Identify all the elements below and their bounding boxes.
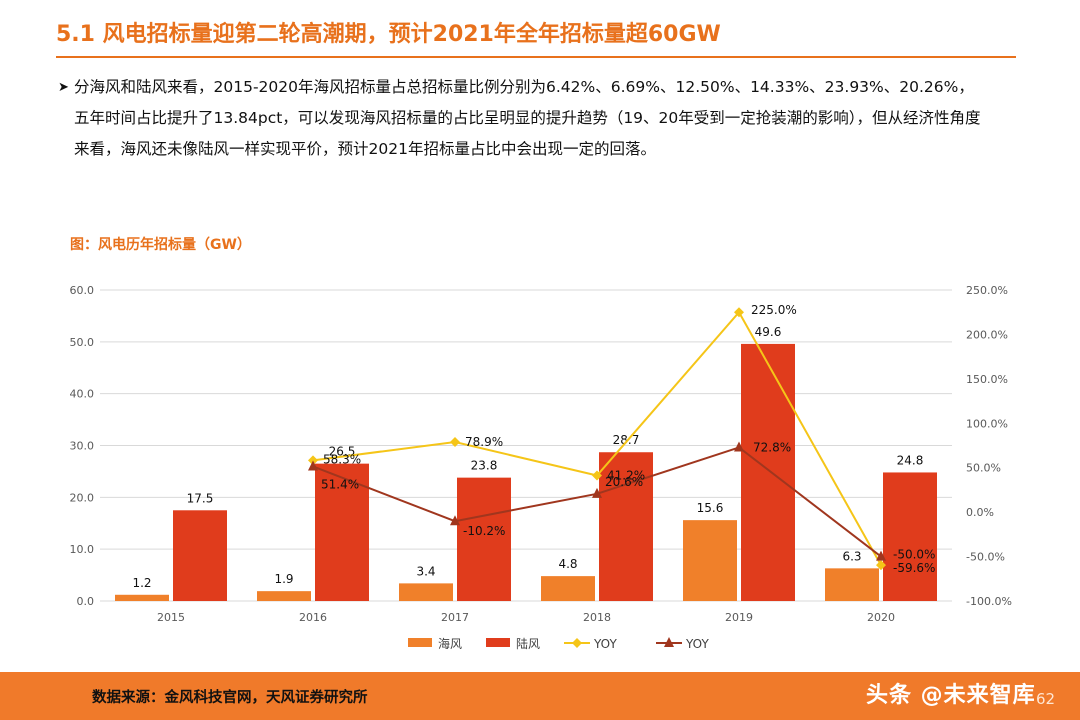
y-left-tick-label: 50.0 xyxy=(70,336,95,349)
legend-marker xyxy=(664,637,674,647)
yoy-data-label: -59.6% xyxy=(893,561,935,575)
y-right-tick-label: 0.0% xyxy=(966,506,994,519)
yoy-marker-triangle xyxy=(308,460,318,471)
y-right-tick-label: -50.0% xyxy=(966,551,1005,564)
y-right-tick-label: 250.0% xyxy=(966,284,1008,297)
bar-data-label: 15.6 xyxy=(697,501,724,515)
yoy-marker-diamond xyxy=(450,437,460,448)
bullet-paragraph: ➤ 分海风和陆风来看，2015-2020年海风招标量占总招标量比例分别为6.42… xyxy=(58,72,988,165)
yoy-marker-diamond xyxy=(308,455,318,466)
figure-caption: 图：风电历年招标量（GW） xyxy=(70,237,251,253)
legend-label: YOY xyxy=(593,637,617,651)
yoy-marker-diamond xyxy=(734,307,744,318)
y-right-tick-label: -100.0% xyxy=(966,595,1012,608)
bar-data-label: 1.9 xyxy=(274,572,293,586)
watermark: 头条 @未来智库 xyxy=(866,683,1036,708)
bullet-text: 分海风和陆风来看，2015-2020年海风招标量占总招标量比例分别为6.42%、… xyxy=(74,78,981,158)
bar-offshore xyxy=(825,568,879,601)
bar-onshore xyxy=(883,472,937,601)
bar-onshore xyxy=(599,452,653,601)
bar-offshore xyxy=(541,576,595,601)
legend-label: 陆风 xyxy=(516,636,540,651)
bar-data-label: 28.7 xyxy=(613,433,640,447)
bar-data-label: 3.4 xyxy=(416,564,435,578)
page-number: 62 xyxy=(1036,690,1056,708)
yoy-marker-triangle xyxy=(876,550,886,561)
legend-swatch xyxy=(408,638,432,647)
wind-tender-chart: 0.0 10.0 20.0 30.0 40.0 50.0 60.0 -100.0% -50.0%… xyxy=(70,284,1012,651)
bar-onshore xyxy=(173,510,227,601)
x-tick-label: 2015 xyxy=(157,611,185,624)
bar-data-label: 17.5 xyxy=(187,491,214,505)
yoy-data-label: 58.3% xyxy=(323,452,361,466)
yoy-data-label: 51.4% xyxy=(321,477,359,491)
x-tick-label: 2017 xyxy=(441,611,469,624)
bar-offshore xyxy=(399,583,453,601)
legend-label: YOY xyxy=(685,637,709,651)
yoy-data-label: 20.6% xyxy=(605,475,643,489)
y-left-tick-label: 20.0 xyxy=(70,491,95,504)
yoy-marker-diamond xyxy=(876,560,886,571)
bar-onshore xyxy=(315,463,369,601)
y-right-tick-label: 200.0% xyxy=(966,328,1008,341)
yoy-marker-diamond xyxy=(592,470,602,481)
legend-swatch xyxy=(486,638,510,647)
y-right-tick-label: 50.0% xyxy=(966,462,1001,475)
footer-bar: 数据来源：金风科技官网，天风证券研究所 头条 @未来智库 62 xyxy=(0,672,1080,720)
bar-onshore xyxy=(741,343,795,601)
page-title: 5.1 风电招标量迎第二轮高潮期，预计2021年全年招标量超60GW xyxy=(56,22,721,47)
bar-data-label: 6.3 xyxy=(842,549,861,563)
yoy-data-label: 225.0% xyxy=(751,303,797,317)
bar-data-label: 4.8 xyxy=(558,557,577,571)
title-divider xyxy=(56,56,1016,58)
bar-data-label: 1.2 xyxy=(132,576,151,590)
bar-data-label: 23.8 xyxy=(471,459,498,473)
bar-onshore xyxy=(457,477,511,601)
yoy-data-label: -50.0% xyxy=(893,548,935,562)
y-left-tick-label: 0.0 xyxy=(77,595,95,608)
yoy-line-2 xyxy=(312,446,882,558)
legend-marker xyxy=(572,638,582,648)
x-tick-label: 2019 xyxy=(725,611,753,624)
bar-data-label: 24.8 xyxy=(897,453,924,467)
legend-label: 海风 xyxy=(438,636,462,651)
y-left-tick-label: 30.0 xyxy=(70,440,95,453)
yoy-marker-triangle xyxy=(450,515,460,526)
yoy-line-1 xyxy=(312,310,882,566)
y-left-tick-label: 60.0 xyxy=(70,284,95,297)
yoy-marker-triangle xyxy=(592,487,602,498)
arrow-bullet-icon: ➤ xyxy=(58,80,69,95)
y-left-tick-label: 40.0 xyxy=(70,388,95,401)
data-source: 数据来源：金风科技官网，天风证券研究所 xyxy=(92,690,368,706)
x-tick-label: 2018 xyxy=(583,611,611,624)
x-tick-label: 2016 xyxy=(299,611,327,624)
yoy-marker-triangle xyxy=(734,441,744,452)
yoy-data-label: 41.2% xyxy=(607,469,645,483)
x-tick-label: 2020 xyxy=(867,611,895,624)
y-right-tick-label: 150.0% xyxy=(966,373,1008,386)
bar-offshore xyxy=(257,591,311,601)
yoy-data-label: 72.8% xyxy=(753,440,791,454)
y-right-tick-label: 100.0% xyxy=(966,417,1008,430)
y-left-tick-label: 10.0 xyxy=(70,543,95,556)
yoy-data-label: -10.2% xyxy=(463,524,505,538)
bar-data-label: 49.6 xyxy=(755,325,782,339)
bar-offshore xyxy=(683,520,737,601)
bar-offshore xyxy=(115,594,169,601)
yoy-data-label: 78.9% xyxy=(465,435,503,449)
